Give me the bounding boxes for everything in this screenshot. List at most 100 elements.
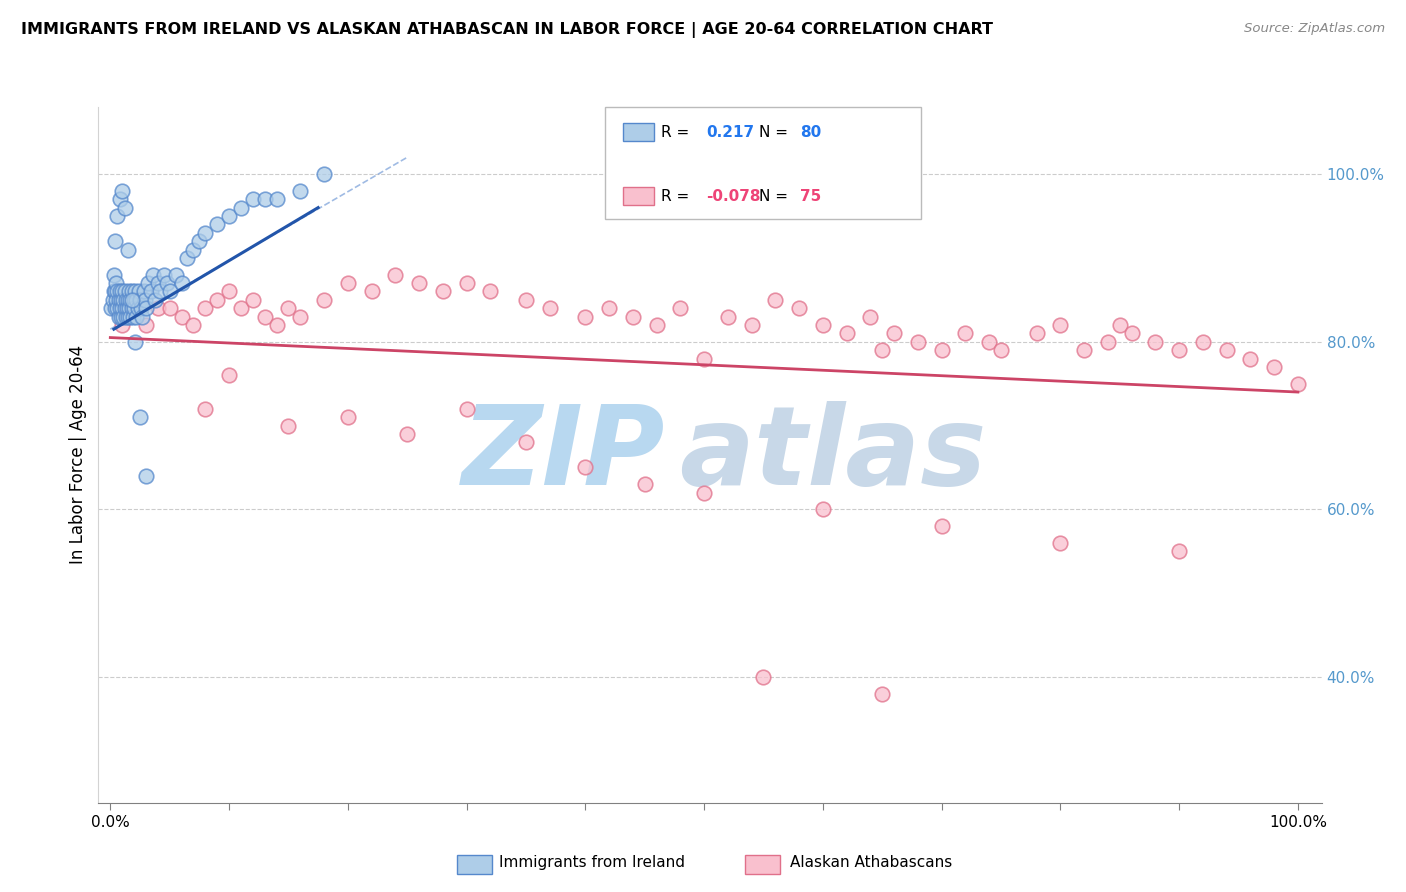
Point <box>121 293 143 307</box>
Text: R =: R = <box>661 125 695 139</box>
Point <box>218 285 240 299</box>
Point <box>253 310 276 324</box>
Point <box>229 301 252 316</box>
Point <box>114 285 136 299</box>
Text: R =: R = <box>661 189 695 203</box>
Point <box>194 226 217 240</box>
Y-axis label: In Labor Force | Age 20-64: In Labor Force | Age 20-64 <box>69 345 87 565</box>
Point <box>107 301 129 316</box>
Point <box>1286 376 1309 391</box>
Point <box>114 293 136 307</box>
Point <box>107 310 129 324</box>
Point <box>118 301 141 316</box>
Point <box>117 243 139 257</box>
Point <box>205 218 228 232</box>
Point <box>574 310 596 324</box>
Point <box>538 301 561 316</box>
Point <box>598 301 620 316</box>
Point <box>870 343 893 358</box>
Point <box>931 343 953 358</box>
Text: Source: ZipAtlas.com: Source: ZipAtlas.com <box>1244 22 1385 36</box>
Point <box>107 285 129 299</box>
Point <box>165 268 187 282</box>
Point <box>120 310 142 324</box>
Point <box>112 310 135 324</box>
Point <box>693 485 716 500</box>
Point <box>114 310 136 324</box>
Point <box>135 318 157 332</box>
Point <box>1049 318 1071 332</box>
Point <box>277 418 299 433</box>
Point <box>170 276 193 290</box>
Text: Immigrants from Ireland: Immigrants from Ireland <box>499 855 685 870</box>
Point <box>1263 359 1285 374</box>
Point <box>135 468 157 483</box>
Point <box>835 326 858 341</box>
Point <box>100 301 122 316</box>
Point <box>907 334 929 349</box>
Point <box>456 276 478 290</box>
Point <box>1239 351 1261 366</box>
Point <box>253 192 276 206</box>
Point <box>103 268 125 282</box>
Point <box>110 293 132 307</box>
Point <box>104 285 127 299</box>
Point <box>1168 544 1191 558</box>
Point <box>456 401 478 416</box>
Point <box>139 285 162 299</box>
Point <box>146 276 169 290</box>
Point <box>183 318 205 332</box>
Point <box>1049 536 1071 550</box>
Text: IMMIGRANTS FROM IRELAND VS ALASKAN ATHABASCAN IN LABOR FORCE | AGE 20-64 CORRELA: IMMIGRANTS FROM IRELAND VS ALASKAN ATHAB… <box>21 22 993 38</box>
Point <box>811 318 834 332</box>
Text: -0.078: -0.078 <box>706 189 761 203</box>
Point <box>1144 334 1167 349</box>
Point <box>125 293 148 307</box>
Point <box>1192 334 1215 349</box>
Point <box>111 184 134 198</box>
Point <box>176 251 198 265</box>
Point <box>1168 343 1191 358</box>
Point <box>1121 326 1143 341</box>
Point <box>122 301 145 316</box>
Point <box>129 410 152 425</box>
Point <box>114 201 136 215</box>
Point <box>122 301 145 316</box>
Point <box>811 502 834 516</box>
Point <box>396 427 419 442</box>
Point <box>1025 326 1047 341</box>
Text: N =: N = <box>759 189 793 203</box>
Point <box>955 326 977 341</box>
Point <box>132 285 155 299</box>
Point <box>111 318 134 332</box>
Point <box>432 285 454 299</box>
Point <box>218 368 240 383</box>
Point <box>129 293 152 307</box>
Point <box>111 301 134 316</box>
Point <box>242 293 264 307</box>
Point <box>515 435 537 450</box>
Point <box>170 310 193 324</box>
Point <box>752 670 775 684</box>
Point <box>120 293 142 307</box>
Point <box>1097 334 1119 349</box>
Point <box>105 276 128 290</box>
Point <box>117 293 139 307</box>
Text: 75: 75 <box>800 189 821 203</box>
Text: 0.217: 0.217 <box>706 125 754 139</box>
Point <box>159 301 181 316</box>
Point <box>115 301 138 316</box>
Point <box>242 192 264 206</box>
Point <box>114 301 136 316</box>
Point <box>127 301 149 316</box>
Text: 80: 80 <box>800 125 821 139</box>
Point <box>859 310 882 324</box>
Point <box>122 293 145 307</box>
Point <box>131 310 153 324</box>
Point <box>931 519 953 533</box>
Point <box>183 243 205 257</box>
Point <box>107 293 129 307</box>
Point <box>717 310 740 324</box>
Point <box>194 301 217 316</box>
Point <box>107 209 129 223</box>
